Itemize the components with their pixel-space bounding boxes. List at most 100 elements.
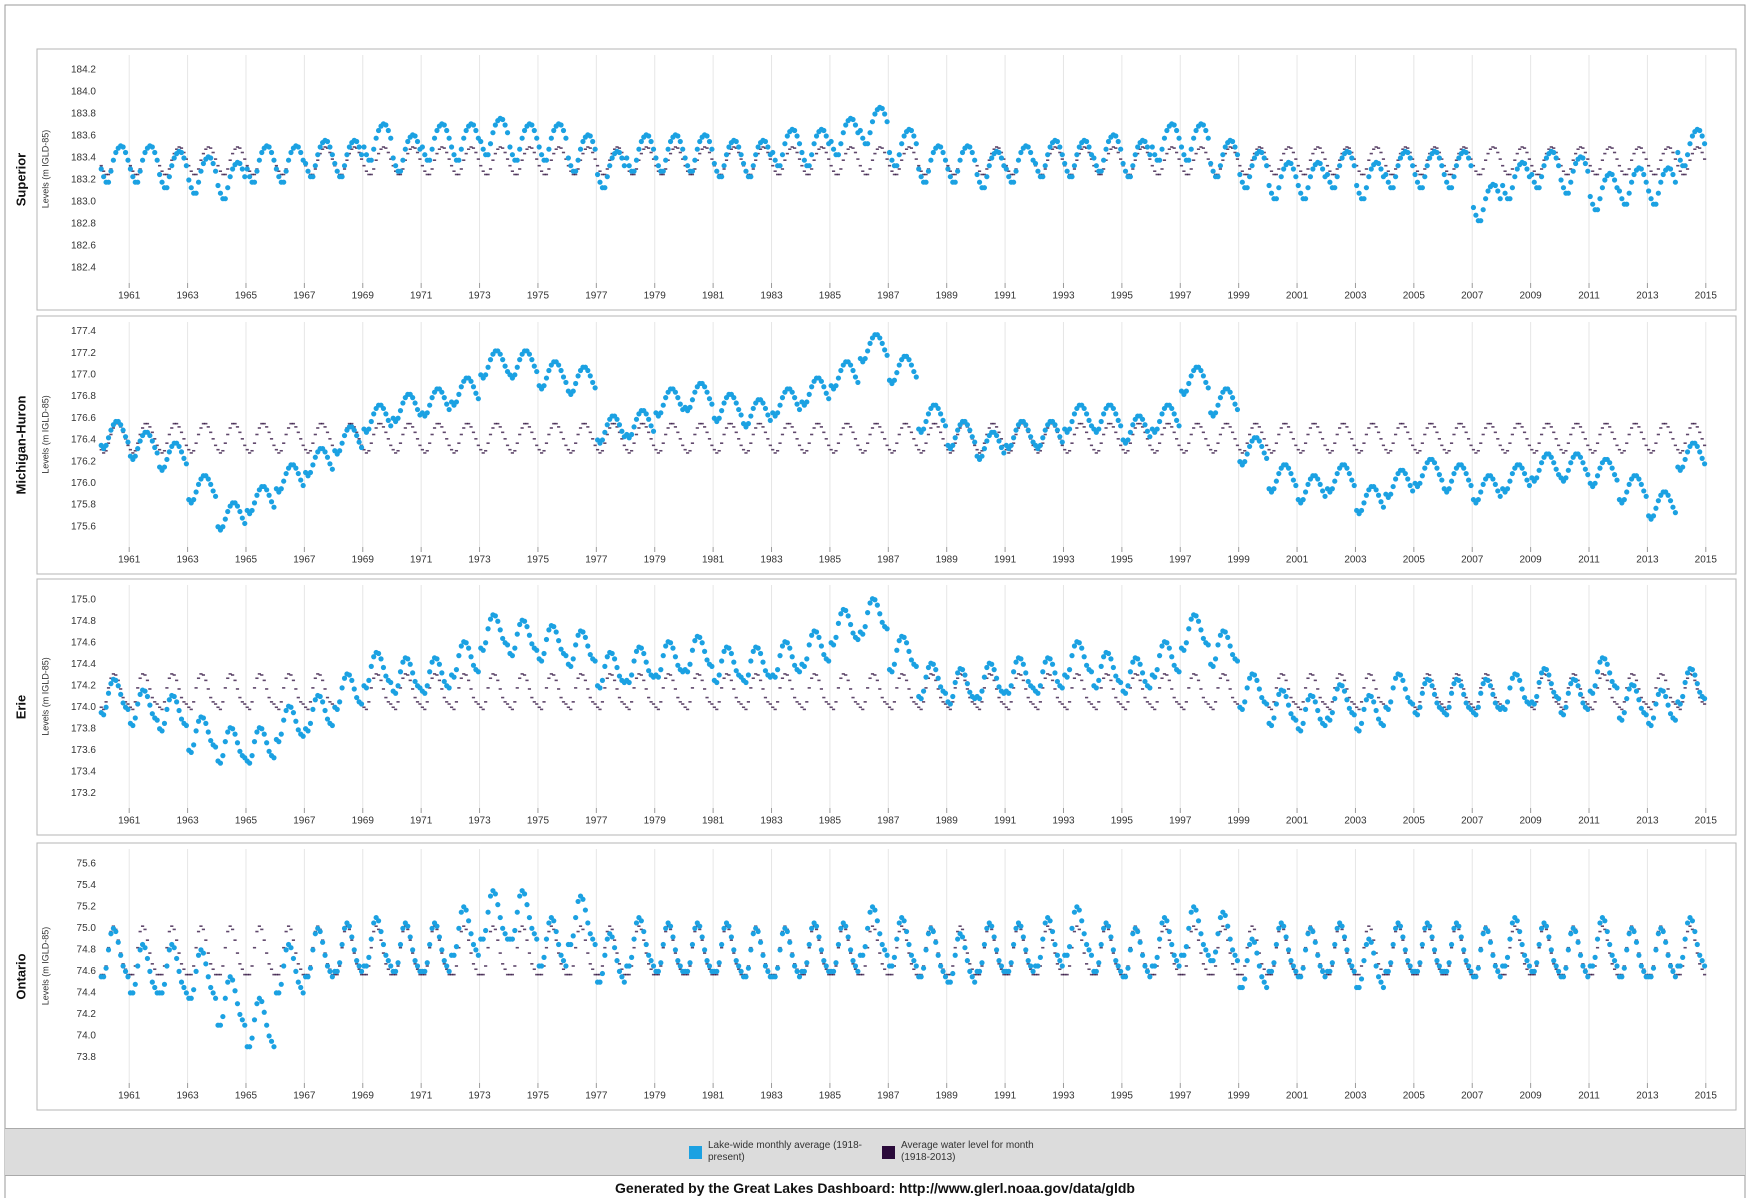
- average-mark: [274, 706, 278, 709]
- average-mark: [603, 687, 607, 689]
- average-mark: [644, 952, 648, 954]
- average-mark: [1352, 158, 1356, 160]
- average-mark: [1063, 706, 1067, 709]
- data-point: [329, 722, 335, 729]
- average-mark: [1102, 433, 1106, 436]
- data-point: [767, 417, 773, 423]
- data-point: [981, 446, 988, 452]
- average-mark: [1574, 152, 1578, 155]
- average-mark: [1092, 706, 1096, 709]
- average-mark: [868, 433, 872, 436]
- average-mark: [703, 426, 707, 428]
- average-mark: [1374, 426, 1378, 428]
- average-mark: [1272, 173, 1276, 176]
- data-point: [307, 720, 314, 726]
- x-tick-label: 1981: [702, 816, 725, 827]
- data-point: [1110, 664, 1116, 671]
- average-mark: [904, 939, 909, 941]
- average-mark: [1569, 677, 1573, 680]
- data-point: [142, 688, 148, 694]
- x-tick-label: 1991: [994, 1091, 1017, 1102]
- data-point: [383, 122, 389, 128]
- average-mark: [245, 448, 249, 451]
- average-mark: [440, 146, 444, 148]
- data-point: [1164, 127, 1170, 134]
- average-mark: [1459, 422, 1463, 425]
- average-mark: [1372, 422, 1376, 425]
- data-point: [436, 661, 443, 667]
- data-point: [789, 654, 795, 660]
- y-tick-label: 177.2: [71, 348, 96, 359]
- average-mark: [1647, 706, 1651, 709]
- average-mark: [656, 708, 660, 711]
- data-point: [1597, 465, 1603, 471]
- data-point: [1259, 149, 1265, 156]
- data-point: [733, 668, 739, 674]
- average-mark: [250, 173, 254, 176]
- data-point: [813, 133, 820, 139]
- average-mark: [1087, 151, 1091, 154]
- average-mark: [1561, 170, 1566, 172]
- data-point: [412, 133, 418, 139]
- average-mark: [355, 963, 359, 965]
- average-mark: [717, 701, 721, 703]
- average-mark: [420, 706, 424, 709]
- average-mark: [471, 431, 476, 434]
- average-mark: [690, 687, 695, 689]
- data-point: [1161, 135, 1168, 141]
- average-mark: [700, 148, 704, 150]
- data-point: [1281, 166, 1287, 172]
- average-mark: [1471, 448, 1476, 451]
- data-point: [1244, 451, 1250, 457]
- data-point: [1317, 716, 1323, 722]
- average-mark: [1469, 444, 1473, 447]
- average-mark: [1145, 701, 1150, 703]
- average-mark: [184, 973, 188, 976]
- data-point: [1086, 417, 1092, 423]
- average-mark: [1206, 703, 1210, 705]
- average-mark: [493, 928, 497, 931]
- data-point: [702, 384, 708, 390]
- average-mark: [1615, 158, 1619, 160]
- data-point: [1507, 478, 1513, 484]
- data-point: [271, 157, 277, 163]
- data-point: [1410, 488, 1416, 494]
- average-mark: [737, 701, 741, 703]
- average-mark: [189, 973, 193, 976]
- data-point: [1142, 678, 1148, 685]
- average-mark: [676, 147, 680, 149]
- average-mark: [221, 701, 225, 703]
- average-mark: [1160, 677, 1164, 680]
- average-mark: [535, 444, 539, 447]
- x-tick-label: 1995: [1111, 291, 1134, 302]
- average-mark: [223, 173, 227, 176]
- average-mark: [1012, 946, 1016, 949]
- average-mark: [328, 701, 332, 703]
- average-mark: [839, 168, 843, 170]
- data-point: [1592, 480, 1598, 486]
- average-mark: [1041, 442, 1045, 444]
- x-tick-label: 1999: [1228, 291, 1251, 302]
- average-mark: [1286, 146, 1291, 148]
- average-mark: [695, 427, 699, 429]
- data-point: [728, 650, 734, 657]
- data-point: [575, 157, 581, 163]
- average-mark: [1666, 426, 1670, 428]
- average-mark: [1077, 928, 1081, 931]
- average-mark: [559, 696, 563, 699]
- average-mark: [1294, 158, 1298, 160]
- average-mark: [503, 151, 507, 154]
- data-point: [373, 135, 379, 141]
- average-mark: [449, 706, 454, 709]
- data-point: [1003, 166, 1009, 172]
- data-point: [884, 352, 890, 358]
- panel-title: Michigan-Huron: [13, 395, 28, 494]
- average-mark: [997, 696, 1001, 699]
- average-mark: [892, 701, 896, 703]
- average-mark: [924, 442, 928, 444]
- average-mark: [1654, 442, 1658, 444]
- average-mark: [771, 448, 775, 451]
- data-point: [118, 691, 124, 697]
- average-mark: [1116, 701, 1120, 703]
- average-mark: [384, 696, 388, 699]
